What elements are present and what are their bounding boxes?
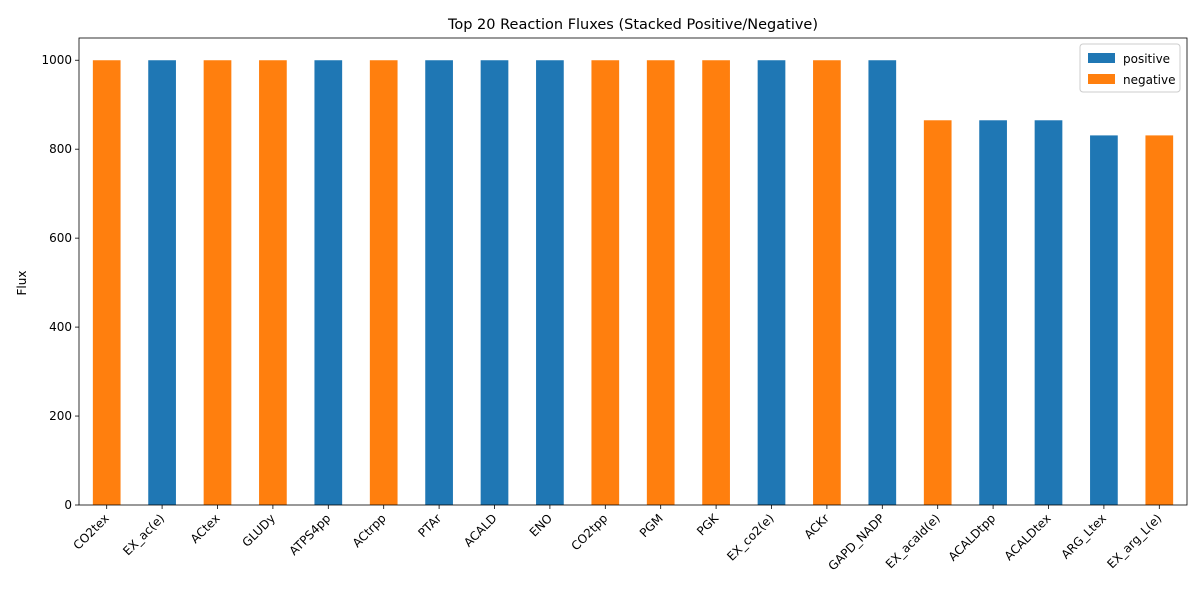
- bar-positive-16: [979, 120, 1007, 505]
- bar-positive-12: [757, 60, 786, 506]
- y-tick-label-1: 200: [49, 409, 72, 423]
- plot-frame: [78, 37, 1188, 506]
- bar-negative-2: [203, 60, 232, 506]
- bar-negative-11: [702, 60, 730, 506]
- bar-positive-18: [1090, 135, 1118, 505]
- bar-negative-9: [591, 60, 620, 506]
- bar-positive-4: [314, 60, 343, 506]
- bar-positive-17: [1034, 120, 1063, 505]
- bar-negative-15: [923, 120, 952, 505]
- legend: positive negative: [1079, 43, 1181, 93]
- bar-negative-19: [1145, 135, 1174, 505]
- bar-negative-0: [92, 60, 121, 506]
- bar-negative-10: [646, 60, 675, 506]
- bar-negative-13: [813, 60, 841, 506]
- bar-negative-3: [259, 60, 287, 506]
- y-tick-label-5: 1000: [41, 53, 72, 67]
- bars-layer: [92, 60, 1174, 506]
- y-tick-label-0: 0: [64, 498, 72, 512]
- y-tick-label-4: 800: [49, 142, 72, 156]
- legend-label-positive: positive: [1123, 52, 1170, 66]
- bar-positive-6: [425, 60, 453, 506]
- bar-positive-8: [536, 60, 564, 506]
- bar-positive-14: [868, 60, 897, 506]
- legend-label-negative: negative: [1123, 73, 1175, 87]
- y-axis-label: Flux: [15, 271, 29, 296]
- bar-negative-5: [369, 60, 398, 506]
- legend-swatch-positive: [1088, 53, 1115, 63]
- bar-positive-1: [148, 60, 176, 506]
- chart-title: Top 20 Reaction Fluxes (Stacked Positive…: [447, 17, 818, 33]
- bar-positive-7: [480, 60, 509, 506]
- legend-swatch-negative: [1088, 74, 1115, 84]
- y-tick-label-2: 400: [49, 320, 72, 334]
- y-tick-label-3: 600: [49, 231, 72, 245]
